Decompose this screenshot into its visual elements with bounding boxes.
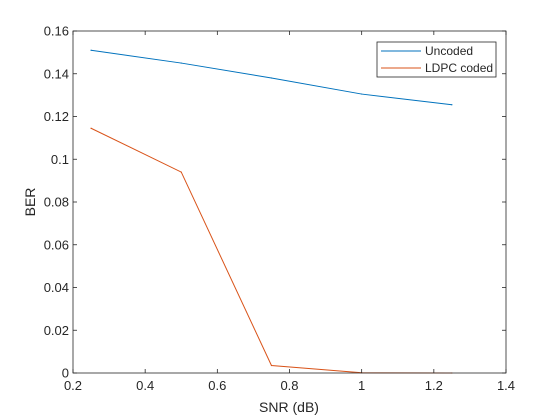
legend-box <box>376 41 497 78</box>
legend-label-ldpc-coded: LDPC coded <box>425 61 493 75</box>
x-tick-label: 1.4 <box>497 378 515 393</box>
series-0-point <box>90 49 92 51</box>
y-tick-label: 0.1 <box>51 152 69 167</box>
y-tick-label: 0.02 <box>44 323 69 338</box>
x-tick-label: 0.6 <box>208 378 226 393</box>
series-1-point <box>270 364 273 367</box>
series-0-point <box>270 77 273 79</box>
series-0-point <box>180 62 182 64</box>
y-axis-label: BER <box>22 188 38 217</box>
plot-area <box>73 31 506 373</box>
y-tick-label: 0.16 <box>44 24 69 39</box>
x-tick-label: 0.2 <box>64 378 82 393</box>
x-tick-label: 0.4 <box>136 378 154 393</box>
series-0-point <box>451 104 453 106</box>
legend-label-uncoded: Uncoded <box>425 44 473 58</box>
axes-layer: 0.2 0.4 0.6 0.8 1 1.2 1.4 0 0.02 0.04 0.06 0.08 0.1 0… <box>44 24 515 394</box>
y-tick-label: 0.04 <box>44 280 69 295</box>
series-1-point <box>180 171 182 173</box>
y-tick-label: 0.12 <box>44 109 69 124</box>
x-axis-label: SNR (dB) <box>259 399 319 415</box>
y-tick-label: 0.06 <box>44 237 69 252</box>
legend: Uncoded LDPC coded <box>376 41 497 78</box>
x-tick-label: 0.8 <box>280 378 298 393</box>
y-tick-label: 0.14 <box>44 66 69 81</box>
x-tick-label: 1 <box>358 378 365 393</box>
series-0-point <box>361 93 363 95</box>
x-tick-label: 1.2 <box>425 378 443 393</box>
y-tick-label: 0 <box>62 366 69 381</box>
series-1-point <box>90 127 92 129</box>
plot-background <box>73 31 506 373</box>
y-tick-label: 0.08 <box>44 195 69 210</box>
